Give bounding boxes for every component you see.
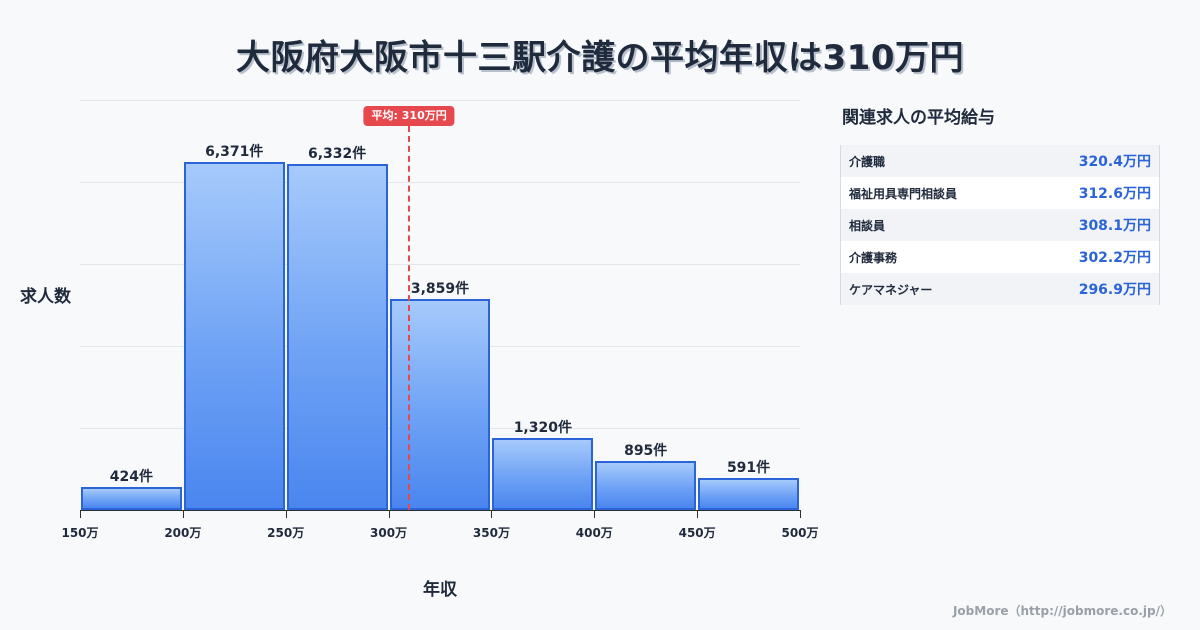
histogram-bar bbox=[698, 477, 799, 510]
job-salary: 308.1万円 bbox=[1078, 218, 1151, 234]
gridline bbox=[80, 100, 800, 101]
job-name: 福祉用具専門相談員 bbox=[849, 186, 958, 201]
histogram-bar bbox=[183, 161, 285, 510]
x-tick bbox=[285, 510, 287, 518]
job-name: 介護事務 bbox=[849, 250, 898, 265]
gridline bbox=[80, 182, 800, 183]
salary-row: ケアマネジャー 296.9万円 bbox=[841, 273, 1159, 305]
x-tick-label: 450万 bbox=[678, 526, 716, 540]
job-salary: 320.4万円 bbox=[1078, 154, 1151, 170]
x-tick bbox=[491, 510, 493, 518]
job-name: ケアマネジャー bbox=[849, 282, 933, 297]
x-tick-label: 350万 bbox=[472, 526, 510, 540]
x-tick-label: 150万 bbox=[61, 526, 99, 540]
x-tick-label: 300万 bbox=[370, 526, 408, 540]
salary-row: 相談員 308.1万円 bbox=[841, 209, 1159, 241]
histogram-chart: 求人数 年収 424件 6,371件 6,332件 3,859件 1,320件 895件 5… bbox=[20, 100, 819, 600]
bar-value-label: 6,371件 bbox=[205, 143, 264, 160]
page-title: 大阪府大阪市十三駅介護の平均年収は310万円 bbox=[236, 38, 964, 78]
salary-row: 介護事務 302.2万円 bbox=[841, 241, 1159, 273]
histogram-bar bbox=[81, 486, 182, 510]
job-salary: 296.9万円 bbox=[1078, 282, 1151, 298]
job-name: 介護職 bbox=[849, 154, 886, 169]
bar-value-label: 3,859件 bbox=[410, 281, 470, 298]
x-tick-label: 500万 bbox=[781, 526, 819, 540]
histogram-bar bbox=[286, 163, 388, 510]
salary-row: 介護職 320.4万円 bbox=[841, 145, 1159, 177]
salary-row: 福祉用具専門相談員 312.6万円 bbox=[841, 177, 1159, 209]
x-tick-label: 400万 bbox=[575, 526, 613, 540]
x-tick bbox=[80, 510, 81, 518]
x-tick-label: 200万 bbox=[164, 526, 202, 540]
histogram-bar bbox=[492, 437, 594, 510]
x-tick bbox=[800, 510, 801, 518]
histogram-bar bbox=[389, 299, 491, 510]
bar-value-label: 895件 bbox=[624, 443, 668, 460]
x-tick bbox=[697, 510, 699, 518]
average-line bbox=[408, 126, 411, 510]
bar-value-label: 591件 bbox=[726, 459, 771, 476]
bar-value-label: 1,320件 bbox=[513, 419, 572, 436]
job-salary: 312.6万円 bbox=[1078, 186, 1151, 202]
gridline bbox=[80, 264, 800, 265]
x-tick bbox=[182, 510, 184, 518]
bar-value-label: 6,332件 bbox=[307, 145, 367, 162]
y-axis-label: 求人数 bbox=[20, 287, 71, 307]
job-name: 相談員 bbox=[849, 218, 886, 233]
bar-value-label: 424件 bbox=[109, 468, 154, 485]
average-badge: 平均: 310万円 bbox=[363, 106, 455, 126]
x-tick bbox=[594, 510, 596, 518]
related-salaries-title: 関連求人の平均給与 bbox=[842, 108, 995, 128]
source-credit: JobMore（http://jobmore.co.jp/） bbox=[952, 604, 1172, 618]
related-salaries-table: 介護職 320.4万円 福祉用具専門相談員 312.6万円 相談員 308.1万… bbox=[840, 145, 1160, 305]
x-axis-label: 年収 bbox=[423, 580, 457, 600]
histogram-bar bbox=[595, 461, 697, 510]
x-axis-line bbox=[80, 510, 800, 511]
job-salary: 302.2万円 bbox=[1078, 250, 1151, 266]
x-tick bbox=[388, 510, 390, 518]
x-tick-label: 250万 bbox=[267, 526, 305, 540]
